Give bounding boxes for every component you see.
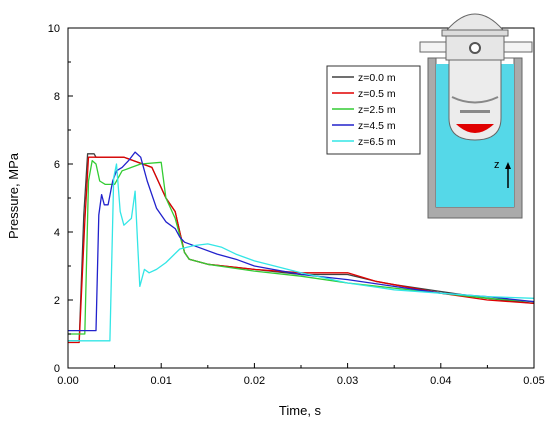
y-tick-label: 4 [54,227,60,239]
series-line-3 [68,151,535,332]
x-axis-title: Time, s [279,403,322,418]
x-tick-label: 0.04 [430,375,451,387]
z-arrow-head [505,162,511,169]
pipe-right [503,41,533,53]
vessel-internals [451,96,499,104]
x-tick-label: 0.03 [337,375,358,387]
y-axis-title: Pressure, MPa [6,152,21,239]
plot-area: 0.00 0.01 0.02 0.03 0.04 0.05 0 2 4 6 8 10 [48,23,545,387]
x-axis: 0.00 0.01 0.02 0.03 0.04 0.05 [57,363,545,387]
series-line-4 [68,163,535,342]
legend: z=0.0 m z=0.5 m z=2.5 m z=4.5 m z=6.5 m [326,65,421,155]
y-tick-label: 0 [54,363,60,375]
melt-pool [456,124,494,133]
legend-label-0: z=0.0 m [358,72,396,84]
y-axis: 0 2 4 6 8 10 [48,23,73,375]
series-layer [68,151,535,344]
legend-label-1: z=0.5 m [358,88,396,100]
legend-label-3: z=4.5 m [358,120,396,132]
x-tick-label: 0.01 [150,375,171,387]
vessel-nozzle [469,42,481,54]
legend-label-4: z=6.5 m [358,136,396,148]
x-tick-label: 0.05 [523,375,544,387]
y-tick-label: 8 [54,91,60,103]
vessel-flange [441,29,509,37]
y-tick-label: 10 [48,23,60,35]
legend-label-2: z=2.5 m [358,104,396,116]
vessel-body [448,59,502,141]
reactor-vessel-inset: z [419,13,533,219]
legend-items: z=0.0 m z=0.5 m z=2.5 m z=4.5 m z=6.5 m [332,72,396,148]
y-tick-label: 2 [54,295,60,307]
legend-box [326,65,421,155]
vessel-internal-bar [460,110,490,113]
z-axis-label: z [494,159,500,171]
pipe-left [419,41,447,53]
x-tick-label: 0.00 [57,375,78,387]
y-tick-label: 6 [54,159,60,171]
x-tick-label: 0.02 [244,375,265,387]
vessel-dome [445,13,505,31]
